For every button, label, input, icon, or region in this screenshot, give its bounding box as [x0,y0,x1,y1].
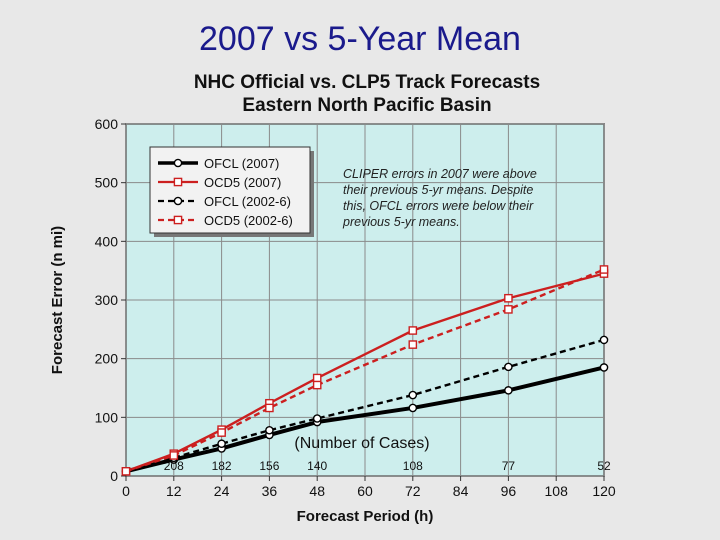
x-tick-label: 96 [501,483,517,499]
data-point [121,467,131,476]
data-point [599,265,609,274]
annotation: CLIPER errors in 2007 were above their p… [342,167,537,229]
annotation-line-3: this, OFCL errors were below their [343,199,534,213]
data-point [504,362,513,372]
y-tick-label: 400 [95,233,119,249]
series-group [121,265,609,476]
y-tick-label: 300 [95,292,119,308]
y-tick-label: 0 [110,468,118,484]
data-point [217,439,226,449]
data-point [408,340,418,349]
data-point [312,380,322,390]
case-count-label: 52 [597,459,611,473]
annotation-line-4: previous 5-yr means. [342,215,460,229]
series-line [125,272,605,473]
series-line [125,268,605,473]
y-tick-label: 100 [95,409,119,425]
series-line [125,338,605,473]
legend-marker [173,158,183,168]
axis-ticks: 0 12 24 36 48 60 72 84 96 108 120 0 100 200 300 400 500 6… [95,116,616,499]
y-tick-label: 200 [95,351,119,367]
slide-title: 2007 vs 5-Year Mean [199,20,521,58]
x-tick-label: 60 [357,483,373,499]
x-tick-label: 108 [545,483,569,499]
data-point [599,335,609,345]
legend-label: OCD5 (2002-6) [204,213,293,228]
legend-marker [173,177,183,187]
x-tick-label: 12 [166,483,182,499]
number-of-cases: (Number of Cases) 208 182 156 140 108 77 52 [164,435,611,473]
data-point [312,373,322,383]
data-point [217,428,226,437]
case-count-label: 140 [307,459,327,473]
x-tick-label: 84 [453,483,469,499]
data-point [408,403,418,413]
chart-subtitle: Eastern North Pacific Basin [242,95,491,116]
data-point [312,414,322,423]
data-point [265,425,274,435]
x-tick-label: 0 [122,483,130,499]
data-point [504,293,513,303]
data-point [504,386,513,395]
case-count-label: 182 [212,459,232,473]
legend-label: OFCL (2007) [204,156,279,171]
annotation-line-1: CLIPER errors in 2007 were above [343,167,537,181]
x-tick-label: 24 [214,483,230,499]
data-point [408,326,418,335]
cases-title: (Number of Cases) [294,435,429,452]
legend: OFCL (2007) OCD5 (2007) OFCL (2002-6) OCD5 … [149,146,314,237]
x-axis-label: Forecast Period (h) [297,508,434,525]
x-tick-label: 48 [309,483,325,499]
case-count-label: 77 [502,459,516,473]
data-point [504,305,513,314]
y-tick-label: 600 [95,116,119,132]
case-count-label: 156 [259,459,279,473]
y-axis-label: Forecast Error (n mi) [49,226,66,374]
x-tick-label: 36 [262,483,278,499]
y-tick-label: 500 [95,175,119,191]
legend-marker [173,215,183,225]
legend-marker [173,196,183,206]
grid [125,123,605,477]
data-point [408,390,418,400]
case-count-label: 108 [403,459,423,473]
series-line [125,365,605,474]
chart-title: NHC Official vs. CLP5 Track Forecasts [194,72,540,93]
legend-label: OFCL (2002-6) [204,194,291,209]
x-tick-label: 72 [405,483,421,499]
legend-label: OCD5 (2007) [204,175,281,190]
data-point [265,403,274,413]
data-point [599,363,609,372]
x-tick-label: 120 [592,483,616,499]
annotation-line-2: their previous 5-yr means. Despite [343,183,533,197]
data-point [169,451,179,460]
